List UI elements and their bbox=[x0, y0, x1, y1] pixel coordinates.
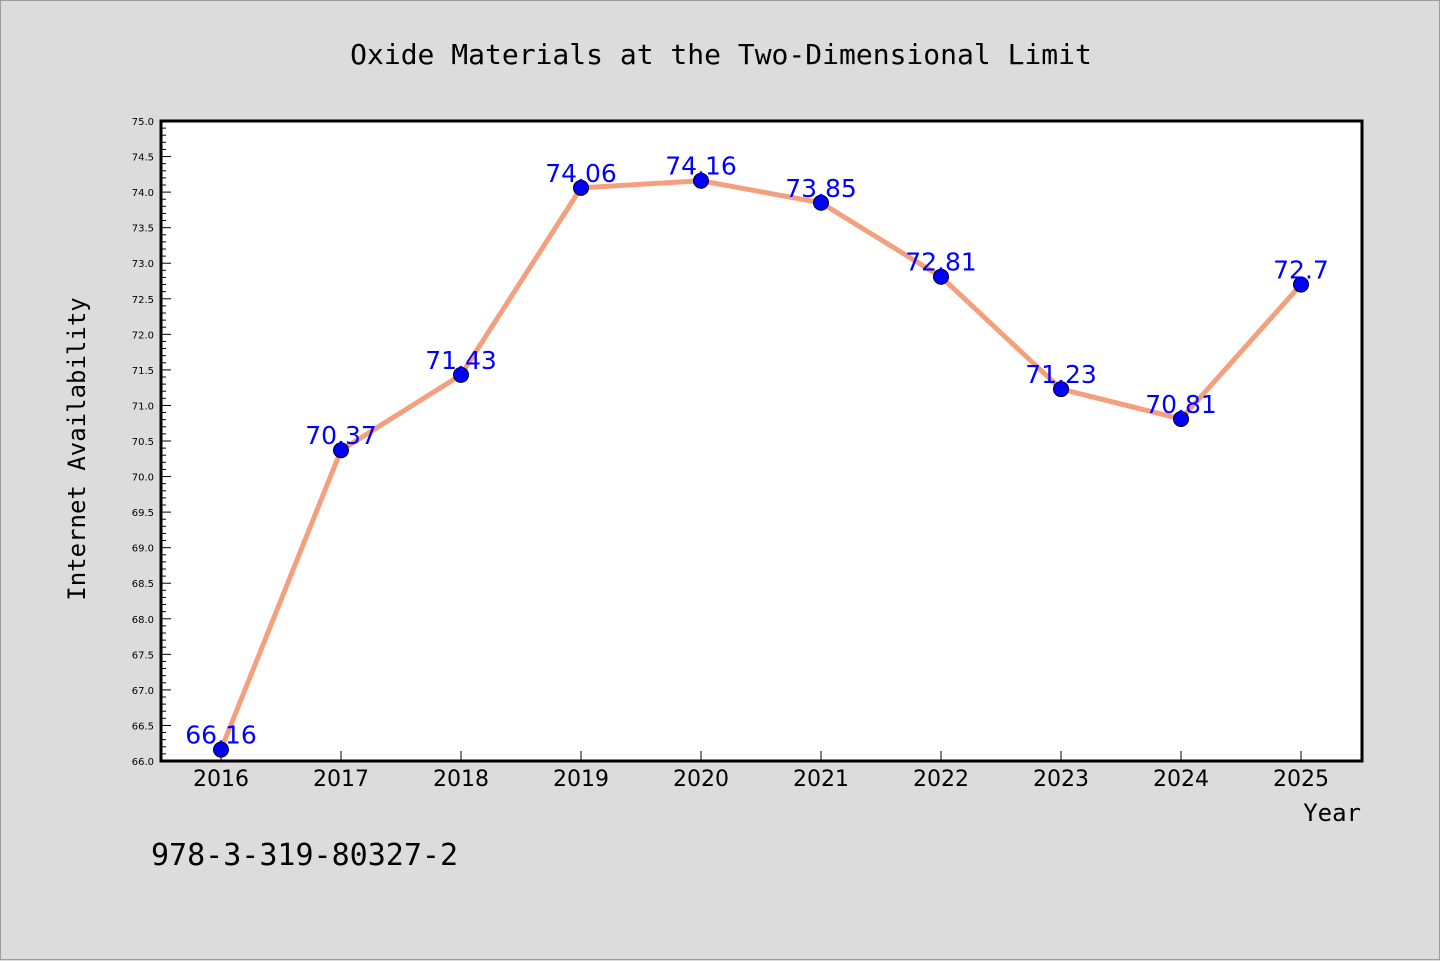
x-tick-label: 2016 bbox=[193, 767, 249, 792]
data-labels: 66.16 70.37 71.43 74.06 74.16 73.85 72.81 71.23… bbox=[185, 152, 1329, 750]
y-tick-label: 70.5 bbox=[132, 437, 154, 448]
data-label: 74.16 bbox=[665, 152, 737, 181]
data-label: 71.23 bbox=[1025, 360, 1097, 389]
data-point-marker bbox=[813, 194, 829, 211]
x-tick-label: 2025 bbox=[1273, 767, 1329, 792]
y-tick-label: 67.0 bbox=[132, 686, 154, 697]
x-tick-label: 2017 bbox=[313, 767, 369, 792]
x-tick-label: 2024 bbox=[1153, 767, 1209, 792]
data-label: 70.37 bbox=[305, 421, 377, 450]
y-tick-label: 69.0 bbox=[132, 544, 154, 555]
data-label: 74.06 bbox=[545, 159, 617, 188]
y-tick-label: 75.0 bbox=[132, 117, 154, 128]
data-point-marker bbox=[1173, 410, 1189, 427]
series-line bbox=[218, 178, 1303, 751]
x-tick-label: 2023 bbox=[1033, 767, 1089, 792]
y-tick-label: 70.0 bbox=[132, 473, 154, 484]
data-point-marker bbox=[453, 366, 469, 383]
data-label: 73.85 bbox=[785, 174, 857, 203]
data-label: 71.43 bbox=[425, 346, 497, 375]
y-tick-label: 73.0 bbox=[132, 259, 154, 270]
y-tick-label: 72.5 bbox=[132, 295, 154, 306]
y-tick-label: 66.5 bbox=[132, 721, 154, 732]
y-tick-label: 73.5 bbox=[132, 224, 154, 235]
x-tick-label: 2022 bbox=[913, 767, 969, 792]
data-series bbox=[213, 172, 1309, 758]
y-tick-label: 68.5 bbox=[132, 579, 154, 590]
chart-title: Oxide Materials at the Two-Dimensional L… bbox=[350, 38, 1092, 71]
isbn-text: 978-3-319-80327-2 bbox=[151, 838, 458, 873]
data-label: 66.16 bbox=[185, 721, 257, 750]
y-tick-label: 67.5 bbox=[132, 650, 154, 661]
y-tick-label: 66.0 bbox=[132, 757, 154, 768]
data-point-marker bbox=[1053, 381, 1069, 398]
data-label: 72.7 bbox=[1273, 256, 1329, 285]
y-axis-label: Internet Availability bbox=[63, 297, 91, 600]
x-axis-ticks: 2016 2017 2018 2019 2020 2021 2022 2023 2024 2025 bbox=[193, 751, 1329, 792]
data-point-marker bbox=[693, 172, 709, 189]
data-point-marker bbox=[333, 442, 349, 459]
x-tick-label: 2020 bbox=[673, 767, 729, 792]
x-tick-label: 2018 bbox=[433, 767, 489, 792]
y-tick-label: 69.5 bbox=[132, 508, 154, 519]
y-tick-label: 71.0 bbox=[132, 401, 154, 412]
x-tick-label: 2021 bbox=[793, 767, 849, 792]
data-point-marker bbox=[1293, 276, 1309, 293]
data-point-marker bbox=[933, 268, 949, 285]
y-tick-label: 68.0 bbox=[132, 615, 154, 626]
plot-area bbox=[159, 119, 1364, 763]
data-point-marker bbox=[573, 179, 589, 196]
y-axis-ticks: 66.0 66.5 67.0 67.5 68.0 68.5 69.0 69.5 70.0 70.5… bbox=[132, 117, 171, 768]
y-tick-label: 74.5 bbox=[132, 153, 154, 164]
data-point-marker bbox=[213, 741, 229, 758]
x-axis-label: Year bbox=[1303, 799, 1361, 827]
data-label: 72.81 bbox=[905, 248, 977, 277]
y-tick-label: 72.0 bbox=[132, 330, 154, 341]
x-tick-label: 2019 bbox=[553, 767, 609, 792]
y-tick-label: 71.5 bbox=[132, 366, 154, 377]
data-label: 70.81 bbox=[1145, 390, 1217, 419]
y-tick-label: 74.0 bbox=[132, 188, 154, 199]
